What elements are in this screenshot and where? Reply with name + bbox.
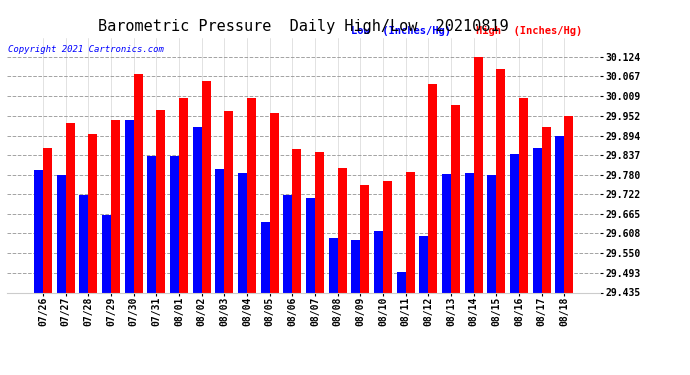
Bar bbox=[270, 113, 279, 292]
Bar bbox=[374, 231, 383, 292]
Bar bbox=[34, 170, 43, 292]
Text: Low  (Inches/Hg): Low (Inches/Hg) bbox=[351, 26, 451, 36]
Text: Copyright 2021 Cartronics.com: Copyright 2021 Cartronics.com bbox=[8, 45, 164, 54]
Bar bbox=[102, 215, 111, 292]
Bar bbox=[542, 127, 551, 292]
Bar bbox=[43, 148, 52, 292]
Bar bbox=[510, 154, 519, 292]
Bar bbox=[111, 120, 120, 292]
Bar bbox=[283, 195, 293, 292]
Bar bbox=[238, 173, 247, 292]
Bar bbox=[88, 134, 97, 292]
Bar bbox=[215, 170, 224, 292]
Bar bbox=[383, 182, 392, 292]
Bar bbox=[519, 98, 528, 292]
Bar bbox=[261, 222, 270, 292]
Bar bbox=[179, 98, 188, 292]
Bar bbox=[193, 127, 201, 292]
Bar bbox=[293, 149, 302, 292]
Bar bbox=[473, 57, 483, 292]
Bar bbox=[351, 240, 360, 292]
Bar bbox=[306, 198, 315, 292]
Text: High  (Inches/Hg): High (Inches/Hg) bbox=[475, 26, 582, 36]
Bar bbox=[451, 105, 460, 292]
Bar bbox=[66, 123, 75, 292]
Bar bbox=[397, 272, 406, 292]
Bar bbox=[428, 84, 437, 292]
Bar bbox=[315, 152, 324, 292]
Bar bbox=[564, 116, 573, 292]
Bar bbox=[147, 156, 156, 292]
Bar bbox=[487, 175, 496, 292]
Bar bbox=[464, 172, 473, 292]
Bar bbox=[496, 69, 505, 292]
Bar bbox=[156, 110, 166, 292]
Bar bbox=[328, 238, 337, 292]
Bar bbox=[406, 172, 415, 292]
Bar bbox=[124, 120, 134, 292]
Bar bbox=[57, 175, 66, 292]
Bar bbox=[170, 156, 179, 292]
Bar bbox=[360, 185, 369, 292]
Bar bbox=[247, 98, 256, 292]
Bar bbox=[533, 148, 542, 292]
Bar bbox=[224, 111, 233, 292]
Bar bbox=[79, 195, 88, 292]
Title: Barometric Pressure  Daily High/Low  20210819: Barometric Pressure Daily High/Low 20210… bbox=[98, 18, 509, 33]
Bar bbox=[420, 236, 428, 292]
Bar bbox=[134, 74, 143, 292]
Bar bbox=[442, 174, 451, 292]
Bar bbox=[555, 136, 564, 292]
Bar bbox=[201, 81, 210, 292]
Bar bbox=[337, 168, 346, 292]
